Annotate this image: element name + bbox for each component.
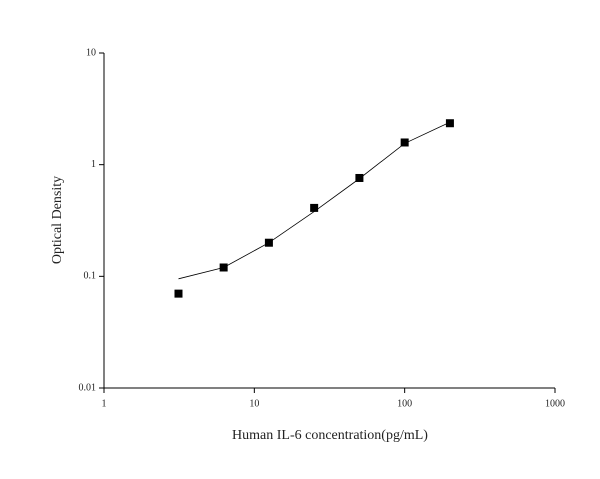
y-tick-label: 0.1 bbox=[84, 271, 97, 282]
y-tick-label: 0.01 bbox=[79, 382, 97, 393]
y-tick-label: 10 bbox=[86, 47, 96, 58]
x-axis-label: Human IL-6 concentration(pg/mL) bbox=[232, 428, 428, 443]
data-point bbox=[310, 203, 319, 212]
data-point bbox=[400, 138, 409, 147]
y-axis-label: Optical Density bbox=[50, 176, 65, 264]
data-point bbox=[355, 173, 364, 182]
x-tick-label: 1000 bbox=[545, 398, 565, 409]
data-point bbox=[445, 119, 454, 128]
x-tick-label: 10 bbox=[249, 398, 259, 409]
data-point bbox=[174, 289, 183, 298]
x-tick-label: 100 bbox=[397, 398, 412, 409]
x-tick-label: 1 bbox=[102, 398, 107, 409]
fit-line bbox=[178, 121, 451, 280]
y-tick-label: 1 bbox=[91, 159, 96, 170]
